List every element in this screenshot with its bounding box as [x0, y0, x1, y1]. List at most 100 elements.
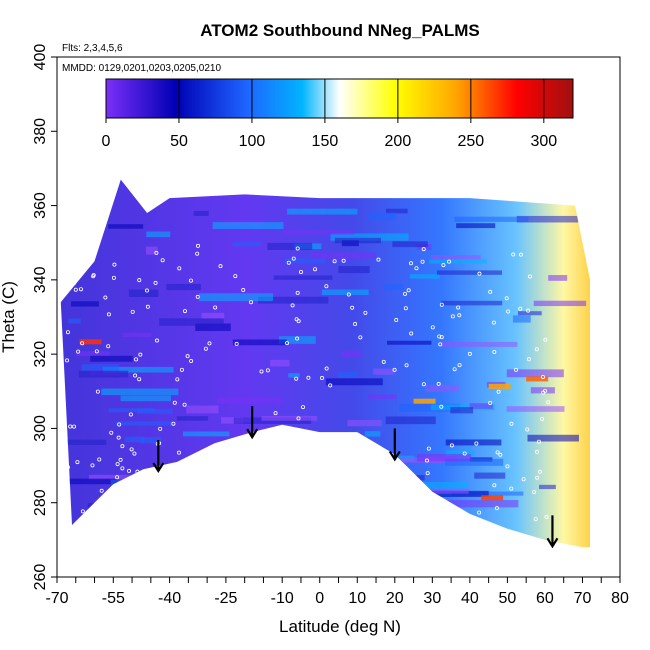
sample-point	[536, 439, 541, 444]
heatmap-cell	[258, 296, 329, 304]
heatmap-cell	[122, 488, 192, 496]
sample-point	[291, 437, 296, 442]
sample-point	[295, 246, 300, 251]
colorbar-tick-label: 300	[530, 133, 557, 150]
heatmap-cell	[338, 372, 358, 378]
sample-point	[492, 350, 497, 355]
sample-point	[467, 351, 472, 356]
sample-point	[525, 427, 530, 432]
heatmap-cell	[429, 259, 487, 264]
heatmap-cell	[102, 366, 174, 373]
sample-point	[340, 467, 345, 472]
heatmap-cell	[321, 289, 369, 296]
heatmap-cell	[115, 421, 174, 426]
x-tick-label: 50	[499, 590, 517, 607]
sample-point	[447, 259, 452, 264]
y-tick-label: 340	[32, 266, 49, 293]
sample-point	[215, 502, 220, 507]
sample-point	[514, 367, 519, 372]
sample-point	[324, 284, 329, 289]
heatmap-cell	[122, 332, 152, 338]
y-tick-label: 300	[32, 415, 49, 442]
sample-point	[402, 513, 407, 518]
sample-point	[439, 302, 444, 307]
heatmap-cell	[409, 274, 440, 279]
y-tick-label: 400	[32, 44, 49, 71]
heatmap-cell	[240, 530, 291, 535]
heatmap-cell	[445, 439, 502, 446]
sample-point	[189, 359, 194, 364]
sample-point	[137, 377, 142, 382]
heatmap-cell	[88, 474, 164, 480]
sample-point	[448, 512, 453, 517]
heatmap-cell	[417, 488, 469, 494]
heatmap-cell	[454, 216, 529, 222]
sample-point	[195, 294, 200, 299]
sample-point	[171, 421, 176, 426]
sample-point	[286, 455, 291, 460]
sample-point	[424, 458, 429, 463]
sample-point	[496, 389, 501, 394]
sample-point	[351, 481, 356, 486]
sample-point	[521, 477, 526, 482]
sample-point	[290, 303, 295, 308]
sample-point	[452, 367, 457, 372]
sample-point	[244, 447, 249, 452]
y-tick-label: 360	[32, 192, 49, 219]
heatmap-cell	[347, 419, 382, 427]
sample-point	[120, 444, 125, 449]
sample-point	[441, 263, 446, 268]
heatmap-cell	[341, 350, 361, 358]
heatmap-cell	[159, 318, 224, 326]
sample-point	[343, 465, 348, 470]
heatmap-cell	[441, 300, 503, 306]
sample-point	[376, 257, 381, 262]
sample-point	[75, 460, 80, 465]
heatmap-cell	[71, 301, 99, 307]
sample-point	[116, 435, 121, 440]
x-tick-label: -55	[102, 590, 125, 607]
sample-point	[241, 288, 246, 293]
sample-point	[259, 369, 264, 374]
heatmap-cell	[445, 458, 504, 466]
sample-point	[363, 310, 368, 315]
heatmap-cell	[456, 223, 496, 229]
x-tick-label: -25	[214, 590, 237, 607]
x-axis-label: Latitude (deg N)	[279, 617, 401, 636]
heatmap-cell	[512, 315, 531, 323]
y-tick-label: 380	[32, 118, 49, 145]
sample-point	[72, 281, 77, 286]
y-tick-label: 280	[32, 489, 49, 516]
sample-point	[538, 469, 543, 474]
heatmap-cell	[325, 378, 383, 386]
heatmap-cell	[110, 479, 162, 486]
heatmap-cell	[262, 498, 289, 503]
sample-point	[64, 358, 69, 363]
heatmap-cell	[108, 224, 144, 229]
sample-point	[112, 262, 117, 267]
heatmap-cell	[338, 266, 370, 274]
heatmap-cell-hot	[488, 383, 511, 389]
sample-point	[123, 515, 128, 520]
x-tick-label: 10	[348, 590, 366, 607]
heatmap-cell	[201, 312, 225, 319]
sample-point	[175, 377, 180, 382]
sample-point	[296, 319, 301, 324]
sample-point	[439, 335, 444, 340]
sample-point	[411, 514, 416, 519]
heatmap-cell	[218, 531, 252, 540]
heatmap-cell	[120, 395, 171, 402]
sample-point	[111, 275, 116, 280]
x-tick-label: -10	[271, 590, 294, 607]
sample-point	[349, 500, 354, 505]
heatmap-cell	[284, 258, 326, 264]
chart-title: ATOM2 Southbound NNeg_PALMS	[200, 21, 480, 40]
sample-point	[504, 296, 509, 301]
sample-point	[130, 309, 135, 314]
x-tick-label: -70	[45, 590, 68, 607]
y-axis-label: Theta (C)	[0, 281, 18, 353]
sample-point	[151, 504, 156, 509]
sample-point	[457, 313, 462, 318]
down-arrow-icon	[246, 406, 259, 440]
